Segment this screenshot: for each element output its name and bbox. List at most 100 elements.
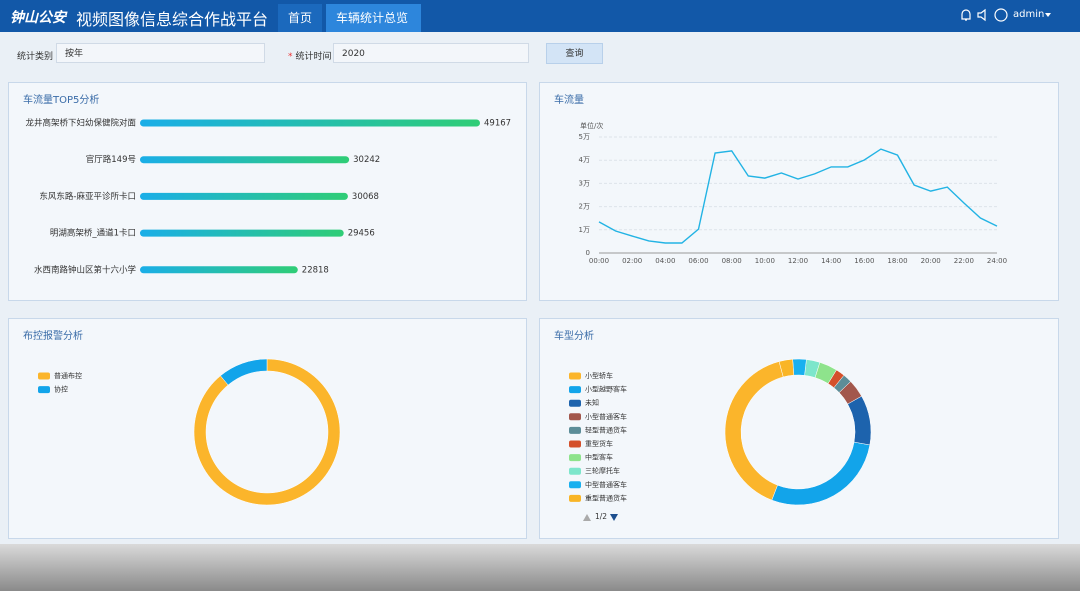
- filter-bar: 统计类别 按年 * 统计时间 2020 查询: [0, 40, 1080, 68]
- panel: [8, 318, 527, 539]
- button-label[interactable]: 查询: [565, 49, 584, 59]
- value-label: 49167: [484, 119, 511, 129]
- legend-label: 三轮摩托车: [585, 466, 620, 475]
- x-tick-label: 24:00: [987, 257, 1007, 265]
- input-value: 2020: [342, 49, 365, 59]
- legend-label: 轻型普通货车: [585, 425, 627, 434]
- legend-label: 重型货车: [585, 439, 613, 448]
- sound-icon[interactable]: [977, 8, 986, 22]
- y-tick-label: 4万: [579, 156, 590, 164]
- x-tick-label: 18:00: [887, 257, 907, 265]
- pie-slice: [193, 358, 341, 506]
- legend-label: 普通布控: [54, 371, 82, 380]
- legend-label: 小型普通客车: [585, 412, 627, 421]
- tab[interactable]: 首页: [278, 4, 322, 32]
- y-tick-label: 2万: [579, 203, 590, 211]
- legend-swatch: [38, 372, 50, 380]
- legend-swatch: [569, 372, 581, 380]
- x-tick-label: 22:00: [954, 257, 974, 265]
- header-icons: [961, 8, 1008, 22]
- bar: [140, 266, 298, 274]
- tab[interactable]: 车辆统计总览×: [326, 4, 421, 53]
- panel: [8, 82, 527, 301]
- x-tick-label: 08:00: [722, 257, 742, 265]
- user-name[interactable]: admin: [1013, 9, 1045, 20]
- bar: [140, 119, 480, 127]
- legend-swatch: [569, 440, 581, 448]
- bar-label: 水西南路钟山区第十六小学: [34, 264, 137, 275]
- legend-label: 重型普通货车: [585, 493, 627, 502]
- bell-icon[interactable]: [961, 9, 971, 21]
- x-tick-label: 10:00: [755, 257, 775, 265]
- legend-swatch: [569, 454, 581, 462]
- legend-page: 1/2: [595, 512, 607, 521]
- logo: 钟山公安: [10, 10, 66, 26]
- pie-slice: [220, 358, 268, 386]
- bar-label: 龙井高架桥下妇幼保健院对面: [25, 118, 136, 129]
- unit-label: 单位/次: [580, 121, 603, 130]
- bar-label: 官厅路149号: [86, 154, 136, 165]
- legend-label: 小型轿车: [585, 371, 613, 380]
- x-tick-label: 20:00: [921, 257, 941, 265]
- y-tick-label: 3万: [579, 179, 590, 187]
- x-tick-label: 02:00: [622, 257, 642, 265]
- y-tick-label: 5万: [579, 133, 590, 141]
- line-series: [598, 148, 998, 244]
- required-mark: *: [288, 52, 293, 62]
- tab-label[interactable]: 车辆统计总览: [336, 11, 409, 25]
- bar-label: 东风东路-麻亚平诊所卡口: [39, 191, 136, 202]
- label-text: 统计时间: [295, 52, 332, 62]
- legend-swatch: [569, 467, 581, 475]
- legend-prev: [583, 514, 591, 521]
- panel-title: 车流量: [554, 93, 584, 106]
- time-input[interactable]: 2020: [333, 43, 529, 63]
- header: 钟山公安 视频图像信息综合作战平台 首页 车辆统计总览× admin: [0, 0, 1080, 53]
- legend-swatch: [569, 481, 581, 489]
- pie-slice: [792, 358, 807, 376]
- pie-slice: [778, 358, 795, 378]
- value-label: 29456: [348, 229, 375, 239]
- panel: [539, 82, 1059, 301]
- legend-label: 未知: [585, 398, 599, 407]
- x-tick-label: 06:00: [688, 257, 708, 265]
- filter-label: * 统计时间: [288, 49, 332, 62]
- value-label: 22818: [302, 265, 329, 275]
- legend-swatch: [569, 399, 581, 407]
- legend-swatch: [569, 426, 581, 434]
- x-tick-label: 16:00: [854, 257, 874, 265]
- category-select[interactable]: 按年: [56, 43, 265, 63]
- bar-label: 明湖高架桥_通道1卡口: [50, 228, 136, 239]
- y-tick-label: 0: [586, 249, 590, 257]
- panel-title: 车流量TOP5分析: [23, 93, 99, 106]
- filter-label: 统计类别: [17, 52, 54, 62]
- y-tick-label: 1万: [579, 226, 590, 234]
- app-title: 视频图像信息综合作战平台: [76, 10, 269, 29]
- legend-swatch: [38, 386, 50, 394]
- x-tick-label: 12:00: [788, 257, 808, 265]
- legend-label: 中型客车: [585, 453, 613, 462]
- legend-swatch: [569, 413, 581, 421]
- query-button[interactable]: 查询: [546, 43, 603, 64]
- panel-title: 布控报警分析: [23, 329, 83, 342]
- value-label: 30242: [353, 155, 380, 165]
- bar: [140, 229, 344, 237]
- select-value: 按年: [65, 49, 84, 59]
- x-tick-label: 14:00: [821, 257, 841, 265]
- bar: [140, 156, 350, 164]
- legend-label: 协控: [54, 385, 68, 394]
- panel-title: 车型分析: [554, 329, 594, 342]
- bar: [140, 192, 348, 200]
- legend-swatch: [569, 386, 581, 394]
- legend-label: 中型普通客车: [585, 480, 627, 489]
- x-tick-label: 04:00: [655, 257, 675, 265]
- legend-label: 小型越野客车: [585, 385, 627, 394]
- dropdown-arrow[interactable]: [1044, 11, 1052, 19]
- x-tick-label: 00:00: [589, 257, 609, 265]
- legend-swatch: [569, 494, 581, 502]
- screen-fade: [0, 544, 1080, 591]
- tab-label[interactable]: 首页: [288, 11, 313, 25]
- user-icon[interactable]: [994, 8, 1008, 22]
- value-label: 30068: [352, 192, 379, 202]
